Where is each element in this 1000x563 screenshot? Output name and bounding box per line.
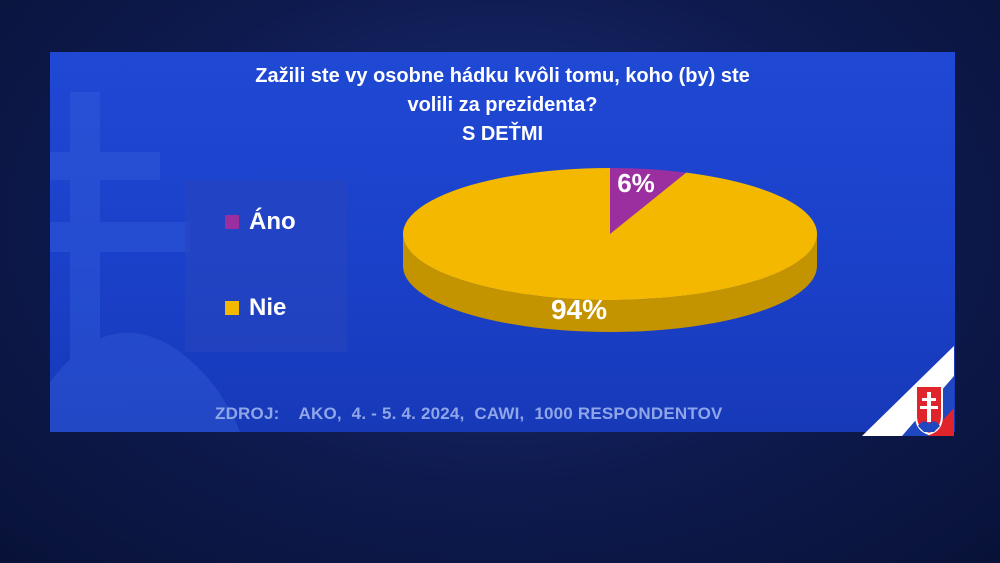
source-note: ZDROJ: AKO, 4. - 5. 4. 2024, CAWI, 1000 … [215, 404, 723, 423]
pie-side-nie-0 [403, 234, 817, 332]
slovak-flag-emblem [862, 346, 954, 436]
background-cross-decoration [50, 92, 240, 432]
chart-title-line-2: volili za prezidenta? [407, 94, 598, 116]
chart-subtitle: S DEŤMI [461, 123, 544, 145]
legend-label-nie: Nie [249, 294, 287, 321]
pie-slice-nie [402, 168, 817, 300]
legend-swatch-ano [225, 215, 239, 229]
legend-item-nie: Nie [225, 294, 286, 322]
pie-chart: 6% 94% [402, 168, 817, 332]
chart-title: Zažili ste vy osobne hádku kvôli tomu, k… [150, 62, 855, 120]
pie-side-walls [403, 234, 817, 332]
pie-label-nie: 94% [551, 294, 607, 325]
legend-item-ano: Áno [225, 208, 296, 236]
pie-slice-ano [610, 168, 687, 234]
legend-label-ano: Áno [249, 208, 296, 235]
chart-panel: Zažili ste vy osobne hádku kvôli tomu, k… [50, 52, 955, 432]
legend: Áno Nie [185, 180, 347, 352]
legend-swatch-nie [225, 301, 239, 315]
chart-title-line-1: Zažili ste vy osobne hádku kvôli tomu, k… [255, 65, 750, 87]
pie-label-ano: 6% [617, 168, 655, 198]
